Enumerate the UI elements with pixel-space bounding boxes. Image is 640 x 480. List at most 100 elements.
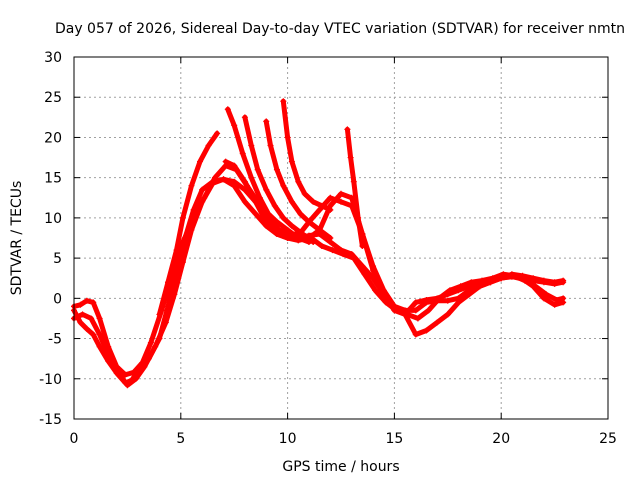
data-point [350, 255, 357, 262]
data-point [425, 307, 432, 314]
data-point [267, 142, 274, 149]
data-point [423, 327, 430, 334]
data-point [327, 206, 334, 213]
data-point [329, 247, 336, 254]
data-point [412, 307, 419, 314]
data-point [412, 331, 419, 338]
y-tick-label: 0 [53, 291, 62, 307]
x-tick-label: 10 [279, 431, 297, 447]
data-point [423, 296, 430, 303]
x-axis-label: GPS time / hours [282, 459, 399, 475]
data-point [359, 243, 366, 250]
y-tick-label: 5 [53, 251, 62, 267]
data-point [188, 182, 195, 189]
series-track-6 [224, 106, 312, 246]
data-point [263, 186, 270, 193]
data-point [179, 214, 186, 221]
series-line [344, 126, 365, 249]
y-axis-label: SDTVAR / TECUs [9, 181, 25, 296]
data-point [273, 230, 280, 237]
series-track-5 [156, 130, 221, 318]
data-point [355, 214, 362, 221]
data-point [350, 178, 357, 185]
axis-ticks [73, 56, 609, 420]
data-point [122, 371, 129, 378]
data-point [256, 194, 263, 201]
y-tick-label: -5 [48, 332, 62, 348]
data-point [288, 158, 295, 165]
data-point [487, 276, 494, 283]
data-point [162, 319, 169, 326]
y-tick-label: -15 [39, 412, 62, 428]
data-point [130, 369, 137, 376]
series-track-4 [222, 158, 567, 318]
series-line [280, 98, 333, 213]
data-point [288, 222, 295, 229]
data-point [444, 311, 451, 318]
data-point [316, 226, 323, 233]
data-point [299, 230, 306, 237]
data-point [305, 218, 312, 225]
data-point [83, 297, 90, 304]
data-point [83, 325, 90, 332]
data-point [241, 198, 248, 205]
data-point [156, 311, 163, 318]
data-point [412, 299, 419, 306]
data-point [361, 271, 368, 278]
data-point [231, 162, 238, 169]
data-point [252, 210, 259, 217]
data-point [551, 279, 558, 286]
data-point [273, 166, 280, 173]
data-point [318, 202, 325, 209]
x-tick-label: 5 [176, 431, 185, 447]
data-point [370, 267, 377, 274]
data-point [372, 287, 379, 294]
data-point [540, 295, 547, 302]
data-point [434, 295, 441, 302]
data-point [466, 283, 473, 290]
data-point [276, 226, 283, 233]
data-point [77, 319, 84, 326]
x-tick-label: 0 [70, 431, 79, 447]
data-point [540, 277, 547, 284]
series-track-8 [263, 118, 334, 241]
data-point [476, 279, 483, 286]
data-point [231, 122, 238, 129]
data-point [113, 363, 120, 370]
y-tick-label: 25 [44, 90, 62, 106]
data-point [90, 299, 97, 306]
data-point [211, 174, 218, 181]
data-point [190, 214, 197, 221]
data-point [327, 235, 334, 241]
x-tick-label: 15 [385, 431, 403, 447]
data-point [105, 343, 112, 350]
y-tick-label: 10 [44, 211, 62, 227]
data-point [284, 235, 291, 241]
data-point [239, 150, 246, 157]
plot-frame [73, 56, 609, 420]
data-point [297, 210, 304, 217]
data-point [338, 198, 344, 205]
series-track-3 [71, 162, 567, 378]
data-point [224, 106, 231, 113]
data-point [90, 331, 97, 338]
data-point [402, 311, 409, 318]
data-point [96, 315, 103, 322]
data-point [530, 275, 537, 282]
y-tick-label: 20 [44, 130, 62, 146]
data-point [519, 276, 526, 283]
series-line [225, 106, 312, 245]
data-point [310, 198, 317, 205]
data-point [263, 218, 270, 225]
x-tick-label: 20 [492, 431, 510, 447]
series-track-7 [241, 114, 317, 246]
data-point [96, 343, 103, 350]
data-point [220, 176, 227, 183]
data-point [152, 343, 159, 350]
data-point [338, 190, 344, 197]
data-point [271, 202, 278, 209]
y-tick-label: 15 [44, 171, 62, 187]
data-point [231, 178, 238, 185]
data-point [280, 182, 287, 189]
data-point [241, 178, 248, 185]
